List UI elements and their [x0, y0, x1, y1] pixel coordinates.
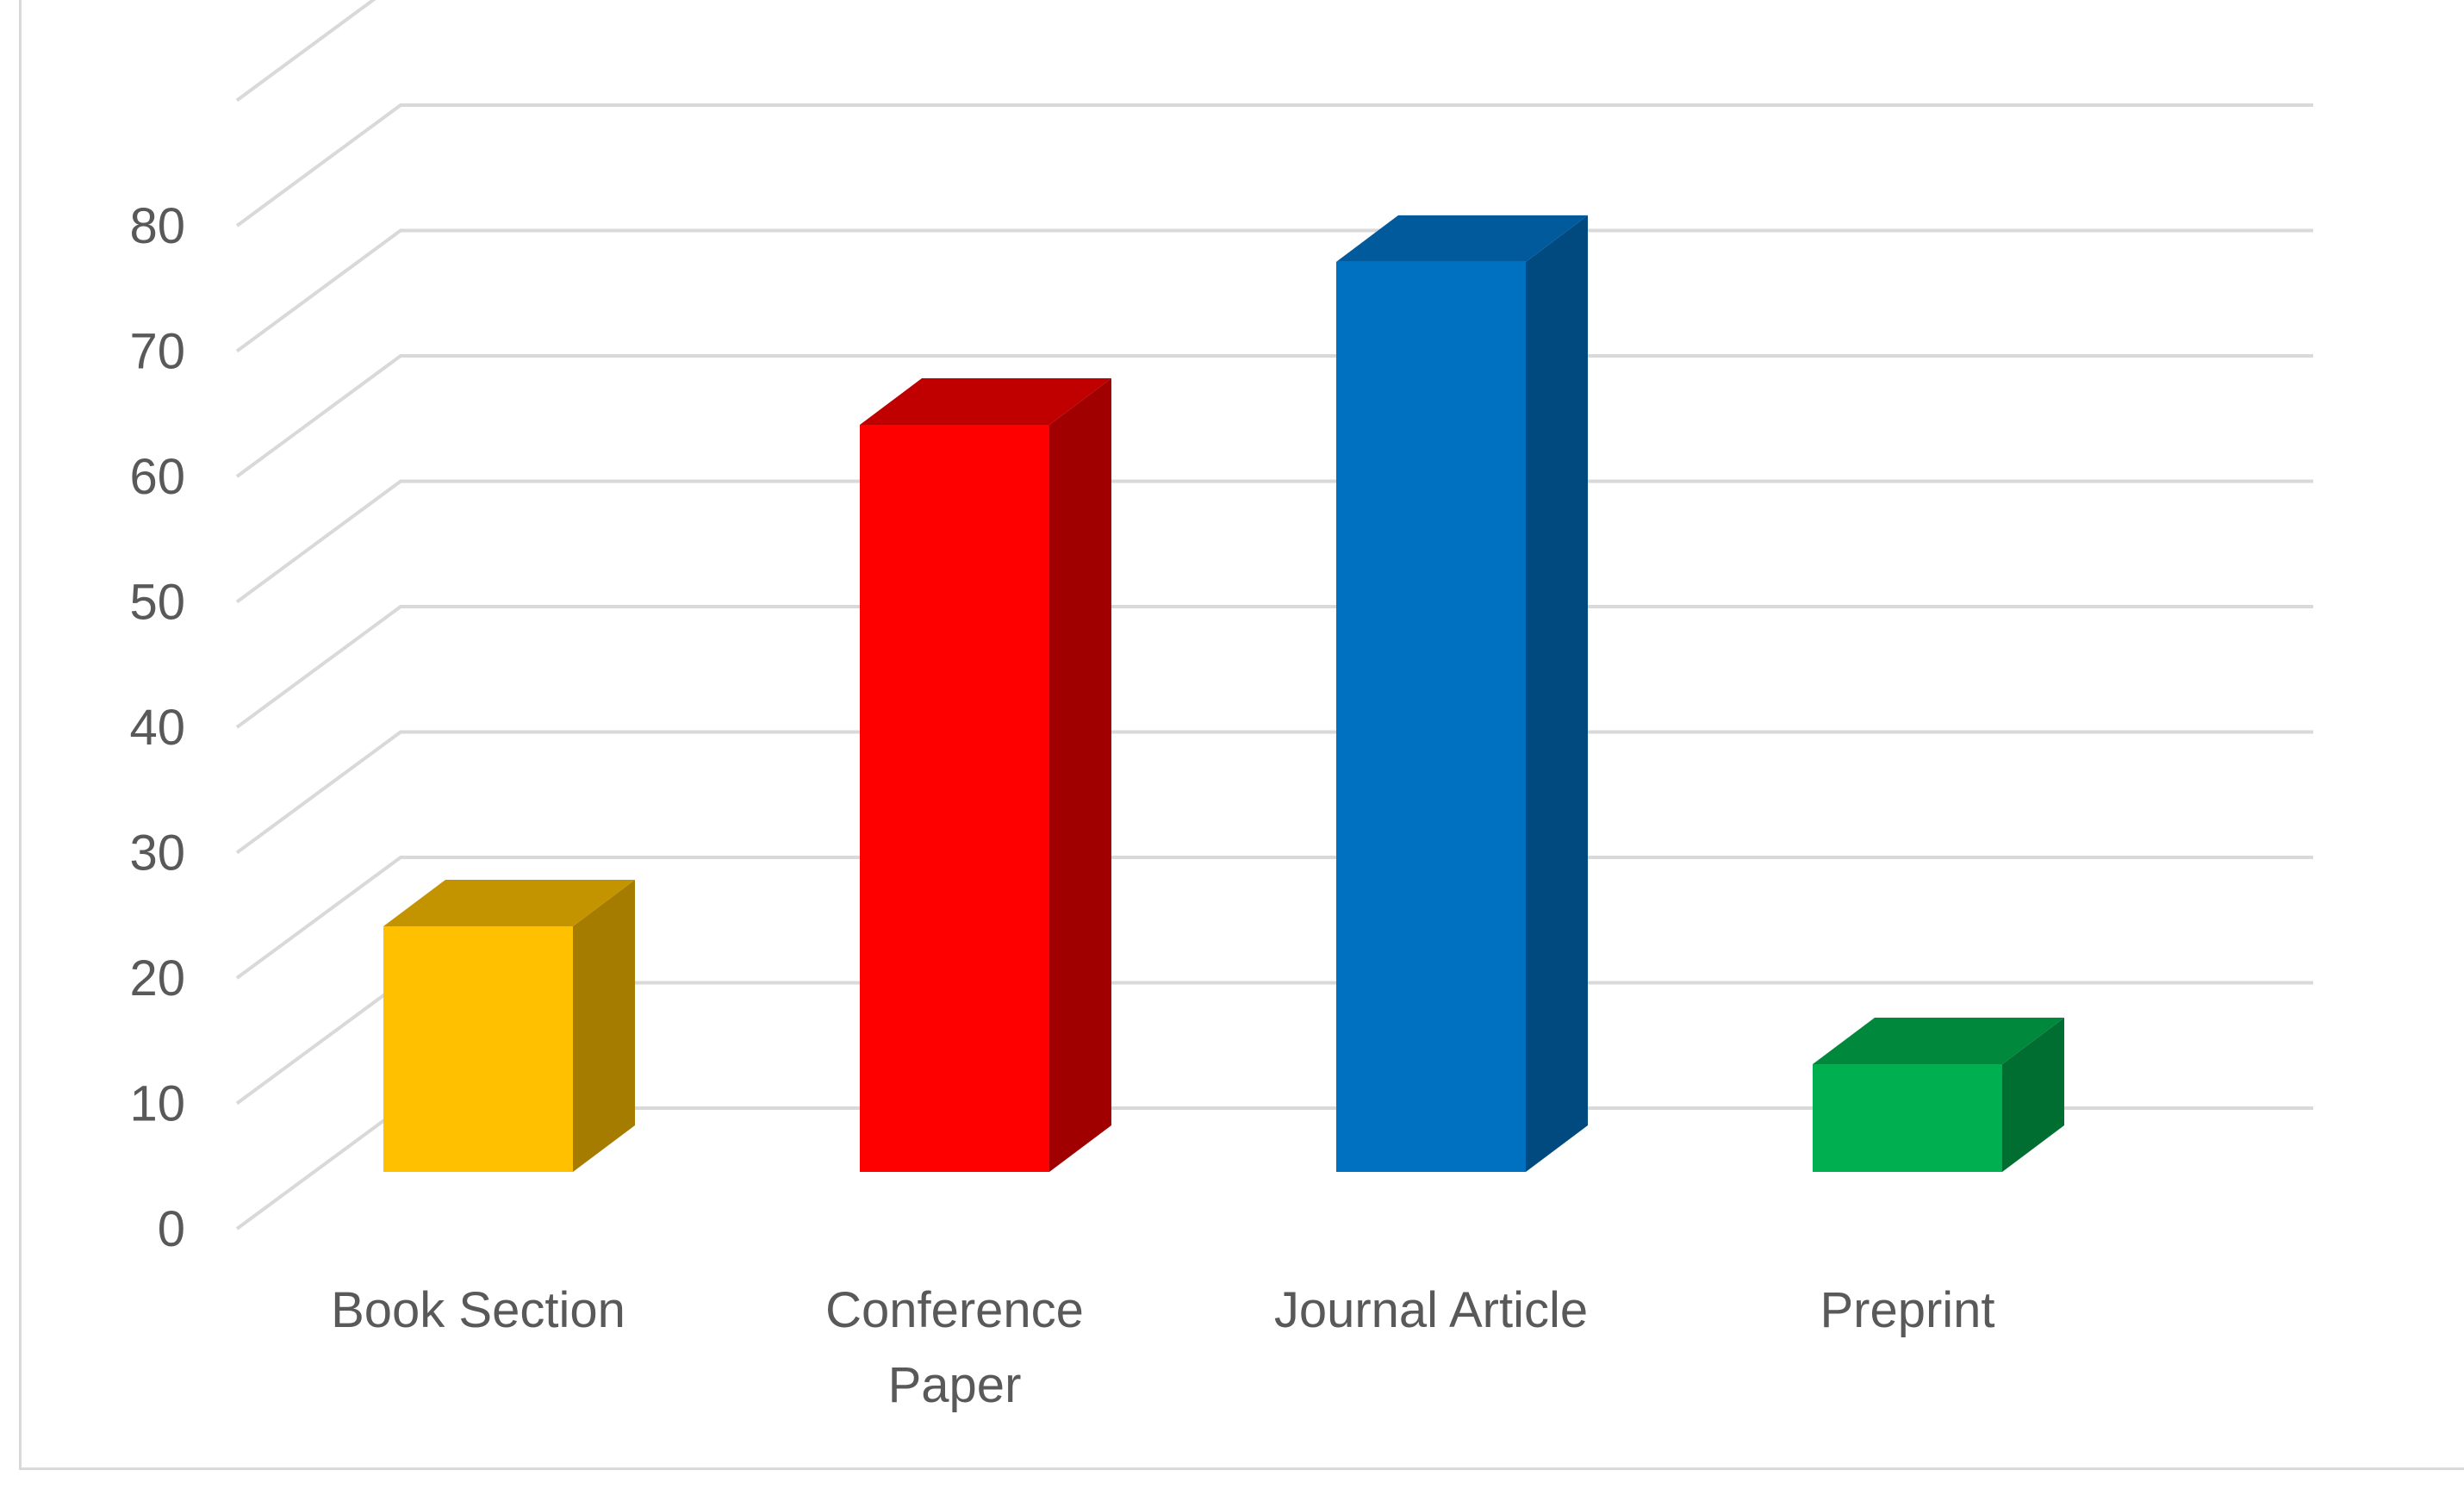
y-tick-label: 30: [129, 825, 185, 882]
y-tick-label: 40: [129, 700, 185, 756]
category-label: Preprint: [1820, 1282, 1994, 1338]
bar-side: [1526, 215, 1588, 1173]
category-label: Paper: [888, 1357, 1022, 1413]
gridline: [235, 605, 2313, 729]
category-label: Book Section: [331, 1282, 625, 1338]
y-tick-label: 10: [129, 1076, 185, 1132]
y-tick-label: 80: [129, 198, 185, 254]
bar-top: [1813, 1018, 2064, 1065]
bar-top: [383, 880, 635, 926]
gridline: [235, 730, 2313, 855]
bar-front: [860, 425, 1049, 1172]
gridline: [235, 856, 2313, 980]
bar: [1336, 215, 1588, 1173]
bar-front: [383, 926, 573, 1172]
gridline: [235, 479, 2313, 604]
bar-side: [2002, 1018, 2064, 1172]
gridline: [235, 103, 2313, 227]
y-tick-label: 0: [158, 1201, 185, 1257]
y-axis-ticks: 0 10 20 30 40 50 60 70 80: [129, 198, 185, 1257]
bar-side: [1049, 378, 1111, 1172]
gridline: [235, 354, 2313, 478]
category-label: Conference: [825, 1282, 1084, 1338]
bar: [383, 880, 635, 1172]
bar: [1813, 1018, 2064, 1172]
gridline: [235, 228, 2313, 353]
bar-side: [573, 880, 635, 1172]
y-tick-label: 60: [129, 449, 185, 505]
chart-frame: [19, 0, 2464, 1470]
bar-front: [1336, 261, 1526, 1173]
bar-top: [1336, 215, 1588, 262]
bars: [383, 215, 2064, 1173]
category-label: Journal Article: [1274, 1282, 1588, 1338]
y-tick-label: 50: [129, 575, 185, 631]
x-axis-categories: Book Section Conference Paper Journal Artic…: [331, 1282, 1994, 1413]
gridline: [235, 0, 376, 103]
bar-front: [1813, 1064, 2002, 1172]
bar-top: [860, 378, 1111, 425]
y-tick-label: 70: [129, 324, 185, 380]
y-tick-label: 20: [129, 950, 185, 1006]
bar: [860, 378, 1111, 1172]
